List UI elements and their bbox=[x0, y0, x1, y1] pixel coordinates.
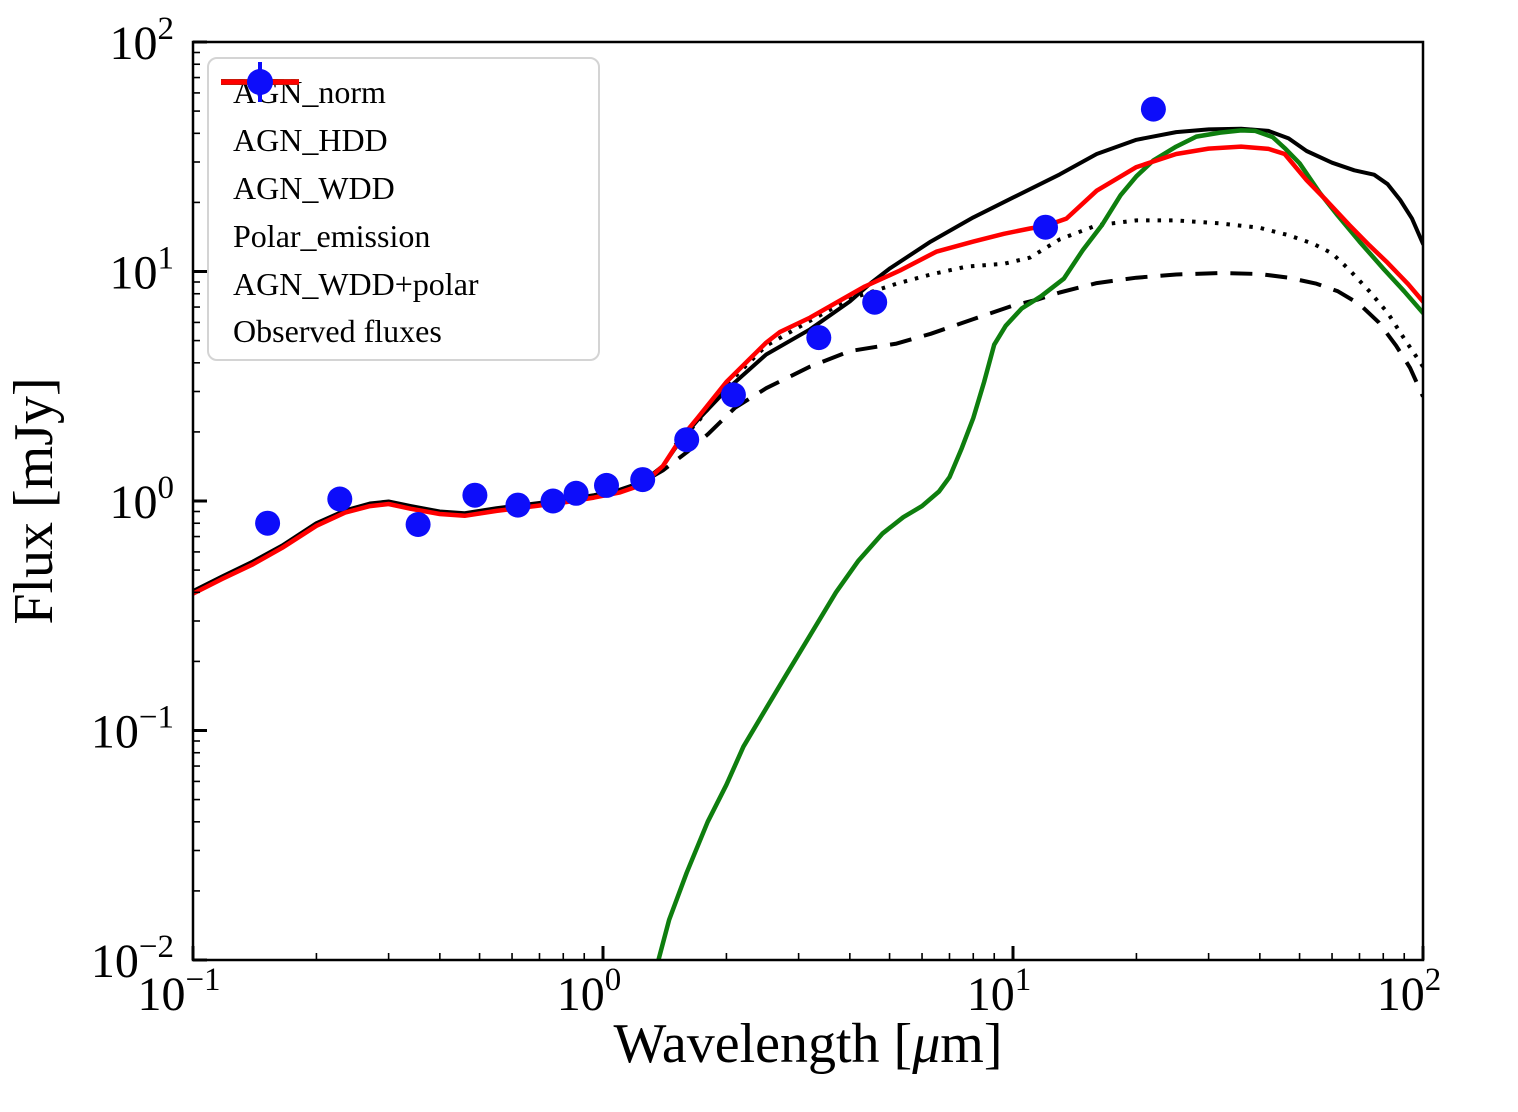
x-axis-label: Wavelength [μm] bbox=[613, 1013, 1002, 1075]
observed-point bbox=[1033, 214, 1058, 240]
observed-point bbox=[630, 467, 656, 493]
observed-point bbox=[327, 486, 353, 512]
observed-point bbox=[720, 382, 746, 408]
observed-point bbox=[462, 482, 488, 508]
legend-label: AGN_HDD bbox=[233, 122, 388, 159]
y-axis-label: Flux [mJy] bbox=[3, 377, 65, 624]
curve-AGN_WDD bbox=[673, 218, 1422, 447]
x-tick-label: 100 bbox=[557, 962, 622, 1021]
legend: AGN_norm AGN_HDD AGN_WDD Polar_emission AGN_… bbox=[207, 57, 600, 361]
legend-item-Observed fluxes: Observed fluxes bbox=[209, 62, 598, 356]
observed-point bbox=[505, 492, 531, 518]
legend-label: AGN_WDD+polar bbox=[233, 265, 479, 302]
observed-point bbox=[806, 325, 832, 351]
observed-point bbox=[674, 427, 700, 453]
observed-point bbox=[405, 512, 431, 537]
x-tick-label: 102 bbox=[1377, 962, 1442, 1021]
curve-AGN_HDD bbox=[648, 271, 1422, 480]
observed-point bbox=[563, 480, 589, 506]
legend-sample-marker bbox=[247, 62, 273, 102]
legend-item-Polar_emission: Polar_emission bbox=[209, 79, 598, 260]
legend-item-AGN_HDD: AGN_HDD bbox=[209, 79, 598, 165]
legend-item-AGN_WDD+polar: AGN_WDD+polar bbox=[209, 79, 598, 308]
y-tick-label: 101 bbox=[110, 241, 175, 300]
observed-point bbox=[255, 510, 281, 536]
y-tick-label: 100 bbox=[110, 470, 175, 529]
x-tick-label: 10−1 bbox=[137, 962, 220, 1021]
y-tick-label: 10−1 bbox=[91, 700, 174, 759]
observed-point bbox=[1140, 96, 1166, 122]
observed-marker-icon bbox=[247, 69, 273, 95]
observed-point bbox=[540, 488, 566, 514]
y-tick-label: 102 bbox=[110, 11, 175, 70]
x-tick-label: 101 bbox=[967, 962, 1032, 1021]
curve-Polar_emission bbox=[656, 128, 1422, 959]
observed-points-layer bbox=[255, 96, 1166, 537]
axes-spines bbox=[191, 40, 1425, 962]
curve-AGN_WDD+polar bbox=[194, 144, 1422, 596]
legend-label: Polar_emission bbox=[233, 217, 431, 254]
legend-label: AGN_WDD bbox=[233, 169, 395, 206]
legend-item-AGN_WDD: AGN_WDD bbox=[209, 79, 598, 213]
legend-label: Observed fluxes bbox=[233, 313, 442, 350]
observed-point bbox=[862, 289, 888, 315]
observed-point bbox=[594, 472, 619, 498]
y-tick-label: 10−2 bbox=[91, 929, 174, 988]
